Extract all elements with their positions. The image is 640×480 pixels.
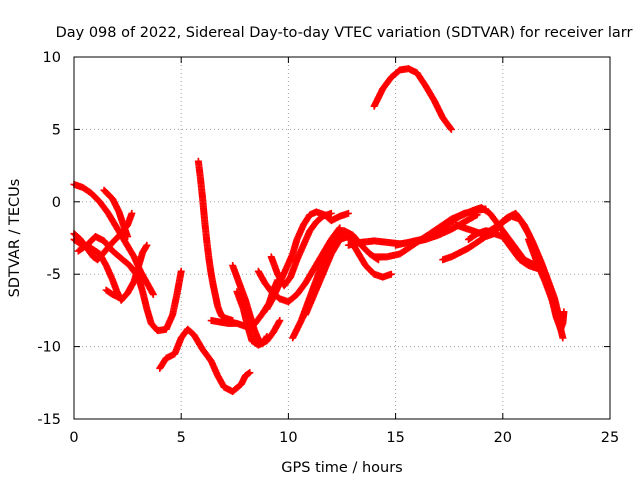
series-arc-5 (74, 233, 185, 335)
y-tick-label: -15 (37, 412, 61, 428)
data-point (327, 209, 335, 217)
series-arc-6 (102, 286, 123, 301)
data-point (560, 308, 568, 316)
chart-title: Day 098 of 2022, Sidereal Day-to-day VTE… (56, 25, 633, 41)
x-tick-label: 10 (279, 430, 297, 446)
series-arc-14 (263, 208, 352, 313)
series-arc-23 (464, 212, 567, 342)
x-tick-label: 20 (494, 430, 512, 446)
data-point (124, 233, 132, 241)
data-point (246, 369, 254, 377)
x-tick-label: 15 (386, 430, 404, 446)
y-tick-label: -10 (37, 340, 61, 356)
series-arc-22 (452, 209, 563, 319)
data-series (70, 65, 568, 395)
series-arc-8 (194, 157, 237, 325)
data-point (276, 317, 284, 325)
series-arc-21 (439, 230, 541, 272)
x-tick-label: 0 (69, 430, 78, 446)
y-tick-label: -5 (47, 267, 61, 283)
data-point (447, 125, 455, 133)
x-tick-label: 5 (177, 430, 186, 446)
y-tick-label: 10 (43, 50, 61, 66)
data-point (177, 267, 185, 275)
data-point (149, 290, 157, 298)
series-arc-7 (156, 325, 254, 395)
series-arc-4 (100, 186, 132, 241)
data-point (336, 224, 344, 232)
series-arc-24 (525, 235, 568, 333)
data-point (344, 209, 352, 217)
y-tick-label: 5 (52, 122, 61, 138)
y-axis-label: SDTVAR / TECUs (7, 179, 23, 298)
data-point (335, 225, 343, 233)
series-arc-19 (370, 65, 455, 133)
x-tick-label: 25 (601, 430, 619, 446)
x-axis-label: GPS time / hours (281, 460, 402, 476)
axis-ticks: 0 5 10 15 20 25 -15 -10 -5 0 5 10 (37, 50, 619, 446)
data-point (143, 241, 151, 249)
data-point (128, 209, 136, 217)
data-point (387, 270, 395, 278)
series-arc-11 (233, 288, 284, 349)
data-point (559, 334, 567, 342)
y-tick-label: 0 (52, 195, 61, 211)
data-point (115, 293, 123, 301)
series-arc-16 (302, 233, 395, 319)
plot-frame (73, 56, 611, 420)
data-point (446, 124, 454, 132)
